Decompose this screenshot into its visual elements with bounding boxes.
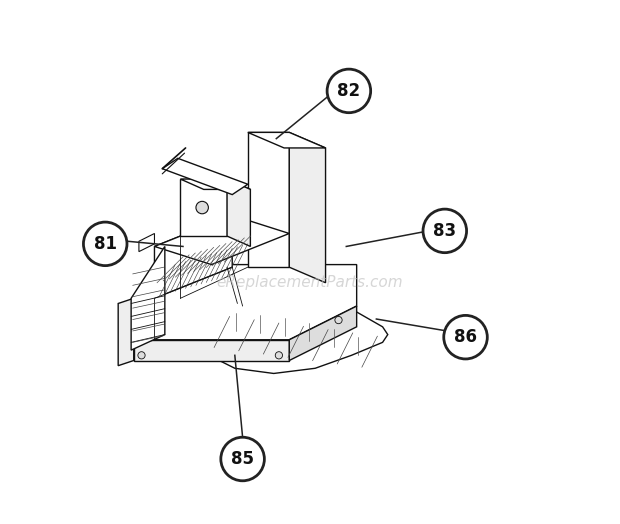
Text: 83: 83 [433,222,456,240]
Text: 82: 82 [337,82,360,100]
Text: eReplacementParts.com: eReplacementParts.com [216,275,404,290]
Polygon shape [134,340,290,361]
Polygon shape [180,179,227,236]
Polygon shape [180,179,250,189]
Text: 81: 81 [94,235,117,253]
Circle shape [84,222,127,266]
Polygon shape [154,215,290,265]
Polygon shape [205,293,388,374]
Polygon shape [227,179,250,246]
Circle shape [196,201,208,214]
Circle shape [327,69,371,113]
Polygon shape [248,133,326,148]
Circle shape [221,437,264,481]
Polygon shape [131,246,165,350]
Polygon shape [248,133,290,267]
Circle shape [335,316,342,324]
Polygon shape [154,215,232,298]
Polygon shape [118,298,134,366]
Circle shape [275,352,283,359]
Circle shape [138,352,145,359]
Polygon shape [139,234,154,252]
Polygon shape [162,158,248,194]
Text: 85: 85 [231,450,254,468]
Circle shape [444,315,487,359]
Polygon shape [290,133,326,283]
Polygon shape [134,265,356,340]
Polygon shape [290,306,356,361]
Polygon shape [131,272,352,347]
Text: 86: 86 [454,328,477,346]
Circle shape [423,209,467,253]
